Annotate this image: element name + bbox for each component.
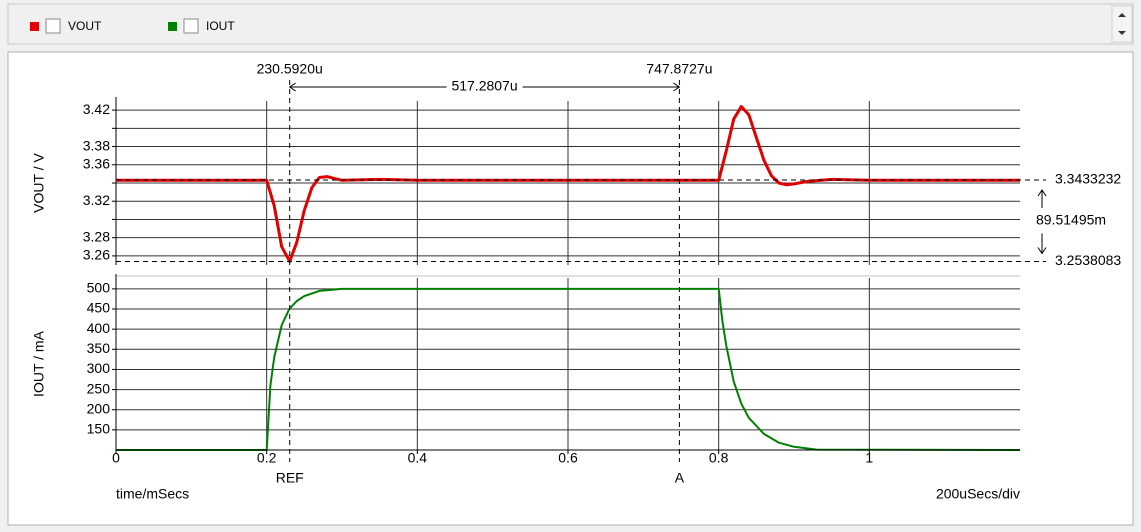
spinner-up[interactable] — [1118, 13, 1126, 17]
delta-x-label: 517.2807u — [451, 78, 517, 94]
spinner[interactable] — [1111, 5, 1133, 43]
cursor-name: A — [675, 470, 685, 486]
cursor-value: 747.8727u — [646, 61, 712, 77]
y-tick-label: 150 — [87, 421, 111, 437]
legend-checkbox[interactable] — [183, 18, 199, 34]
y-tick-label: 3.32 — [83, 192, 110, 208]
x-tick-label: 0.8 — [709, 450, 729, 466]
y-tick-label: 3.36 — [83, 155, 110, 171]
legend-swatch — [30, 22, 39, 31]
series-line — [116, 105, 1020, 263]
legend-checkbox[interactable] — [45, 18, 61, 34]
y-axis-label: VOUT / V — [31, 153, 47, 213]
series-line — [116, 287, 1021, 451]
spinner-down[interactable] — [1118, 31, 1126, 35]
cursor-value: 3.2538083 — [1055, 252, 1121, 268]
x-scale-label: 200uSecs/div — [936, 486, 1020, 502]
y-tick-label: 400 — [87, 320, 111, 336]
x-tick-label: 0.2 — [257, 450, 277, 466]
cursor-value: 230.5920u — [257, 61, 323, 77]
delta-bg — [446, 79, 523, 95]
y-tick-label: 3.28 — [83, 228, 110, 244]
legend-swatch — [168, 22, 177, 31]
y-axis-label: IOUT / mA — [31, 330, 47, 397]
cursor-name: REF — [276, 470, 304, 486]
x-tick-label: 0 — [112, 450, 120, 466]
y-tick-label: 200 — [87, 400, 111, 416]
y-tick-label: 300 — [87, 360, 111, 376]
legend-label: VOUT — [68, 19, 102, 33]
y-tick-label: 350 — [87, 340, 111, 356]
y-tick-label: 3.38 — [83, 137, 110, 153]
y-tick-label: 3.26 — [83, 247, 110, 263]
x-tick-label: 0.6 — [558, 450, 578, 466]
x-tick-label: 0.4 — [408, 450, 428, 466]
x-axis-label: time/mSecs — [116, 486, 189, 502]
cursor-value: 3.3433232 — [1055, 171, 1121, 187]
y-tick-label: 250 — [87, 380, 111, 396]
y-tick-label: 500 — [87, 280, 111, 296]
y-tick-label: 3.42 — [83, 101, 110, 117]
y-tick-label: 450 — [87, 300, 111, 316]
delta-y-label: 89.51495m — [1036, 211, 1106, 227]
x-tick-label: 1 — [865, 450, 873, 466]
delta-arrow-y — [1037, 189, 1047, 255]
legend-label: IOUT — [206, 19, 235, 33]
